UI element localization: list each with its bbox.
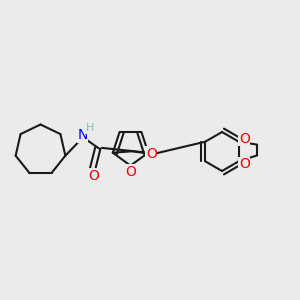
Text: N: N: [77, 128, 88, 142]
Text: O: O: [239, 132, 250, 146]
Text: O: O: [239, 157, 250, 171]
Text: H: H: [86, 123, 94, 133]
Text: O: O: [146, 147, 157, 160]
Text: O: O: [88, 169, 99, 183]
Text: O: O: [125, 165, 136, 178]
